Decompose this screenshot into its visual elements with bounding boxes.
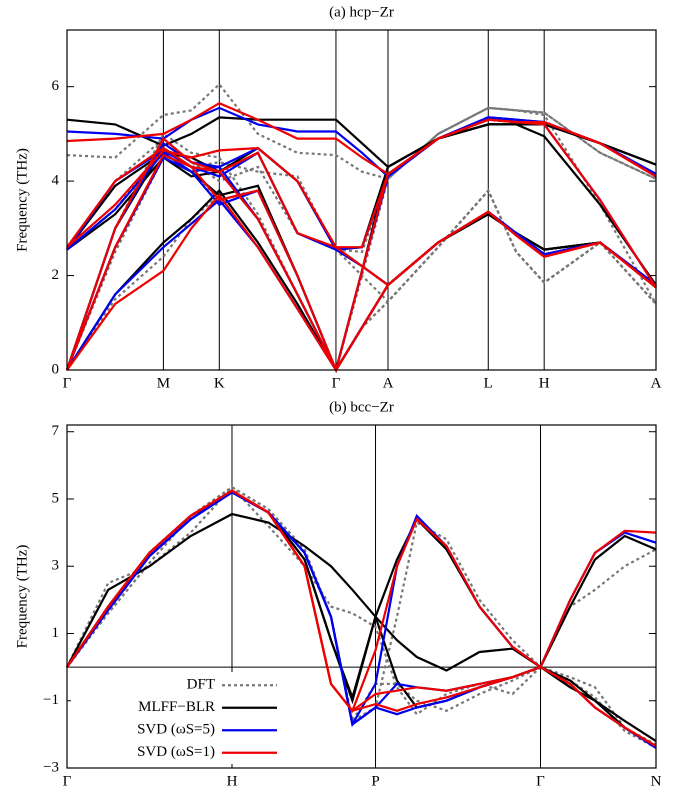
chart-title: (a) hcp−Zr [329, 4, 394, 20]
x-tick-label: P [371, 773, 379, 789]
dispersion-line [66, 489, 657, 748]
y-tick-label: 0 [52, 361, 60, 377]
x-tick-label: H [539, 375, 550, 391]
legend-label: SVD (ωS=5) [137, 722, 215, 738]
x-tick-label: M [157, 375, 170, 391]
legend-label: SVD (ωS=1) [137, 744, 215, 760]
x-tick-label: Γ [332, 375, 341, 391]
y-axis-label: Frequency (THz) [14, 148, 30, 252]
y-tick-label: 2 [52, 267, 60, 283]
legend-label: DFT [187, 677, 215, 693]
dispersion-line [66, 101, 657, 178]
y-axis-label: Frequency (THz) [14, 545, 30, 649]
plot-frame [66, 29, 657, 371]
y-tick-label: −1 [43, 692, 59, 708]
legend-background [71, 672, 287, 764]
x-tick-label: Γ [536, 773, 545, 789]
x-tick-label: N [651, 773, 662, 789]
y-tick-label: 6 [52, 78, 60, 94]
legend-label: MLFF−BLR [138, 699, 215, 715]
dispersion-line [65, 106, 657, 374]
y-tick-label: 5 [52, 490, 60, 506]
dispersion-line [66, 188, 657, 373]
chart-title: (b) bcc−Zr [329, 399, 394, 415]
x-tick-label: K [214, 375, 225, 391]
plot-frame [66, 424, 657, 769]
y-tick-label: 3 [52, 558, 60, 574]
dispersion-line [66, 193, 657, 373]
y-tick-label: 7 [52, 423, 60, 439]
x-tick-label: H [227, 773, 238, 789]
dispersion-line [66, 137, 657, 305]
x-tick-label: Γ [63, 375, 72, 391]
dispersion-line [66, 116, 657, 169]
x-tick-label: L [484, 375, 493, 391]
x-tick-label: Γ [63, 773, 72, 789]
dispersion-line [66, 106, 657, 178]
dispersion-line [65, 118, 657, 374]
y-tick-label: 1 [52, 625, 60, 641]
dispersion-line [66, 198, 657, 373]
y-tick-label: −3 [43, 759, 59, 775]
dispersion-line [66, 485, 657, 723]
dispersion-line [66, 82, 657, 181]
y-tick-label: 4 [52, 173, 60, 189]
dispersion-line [66, 188, 657, 373]
x-tick-label: A [383, 375, 394, 391]
x-tick-label: A [651, 375, 662, 391]
dispersion-line [66, 146, 657, 289]
